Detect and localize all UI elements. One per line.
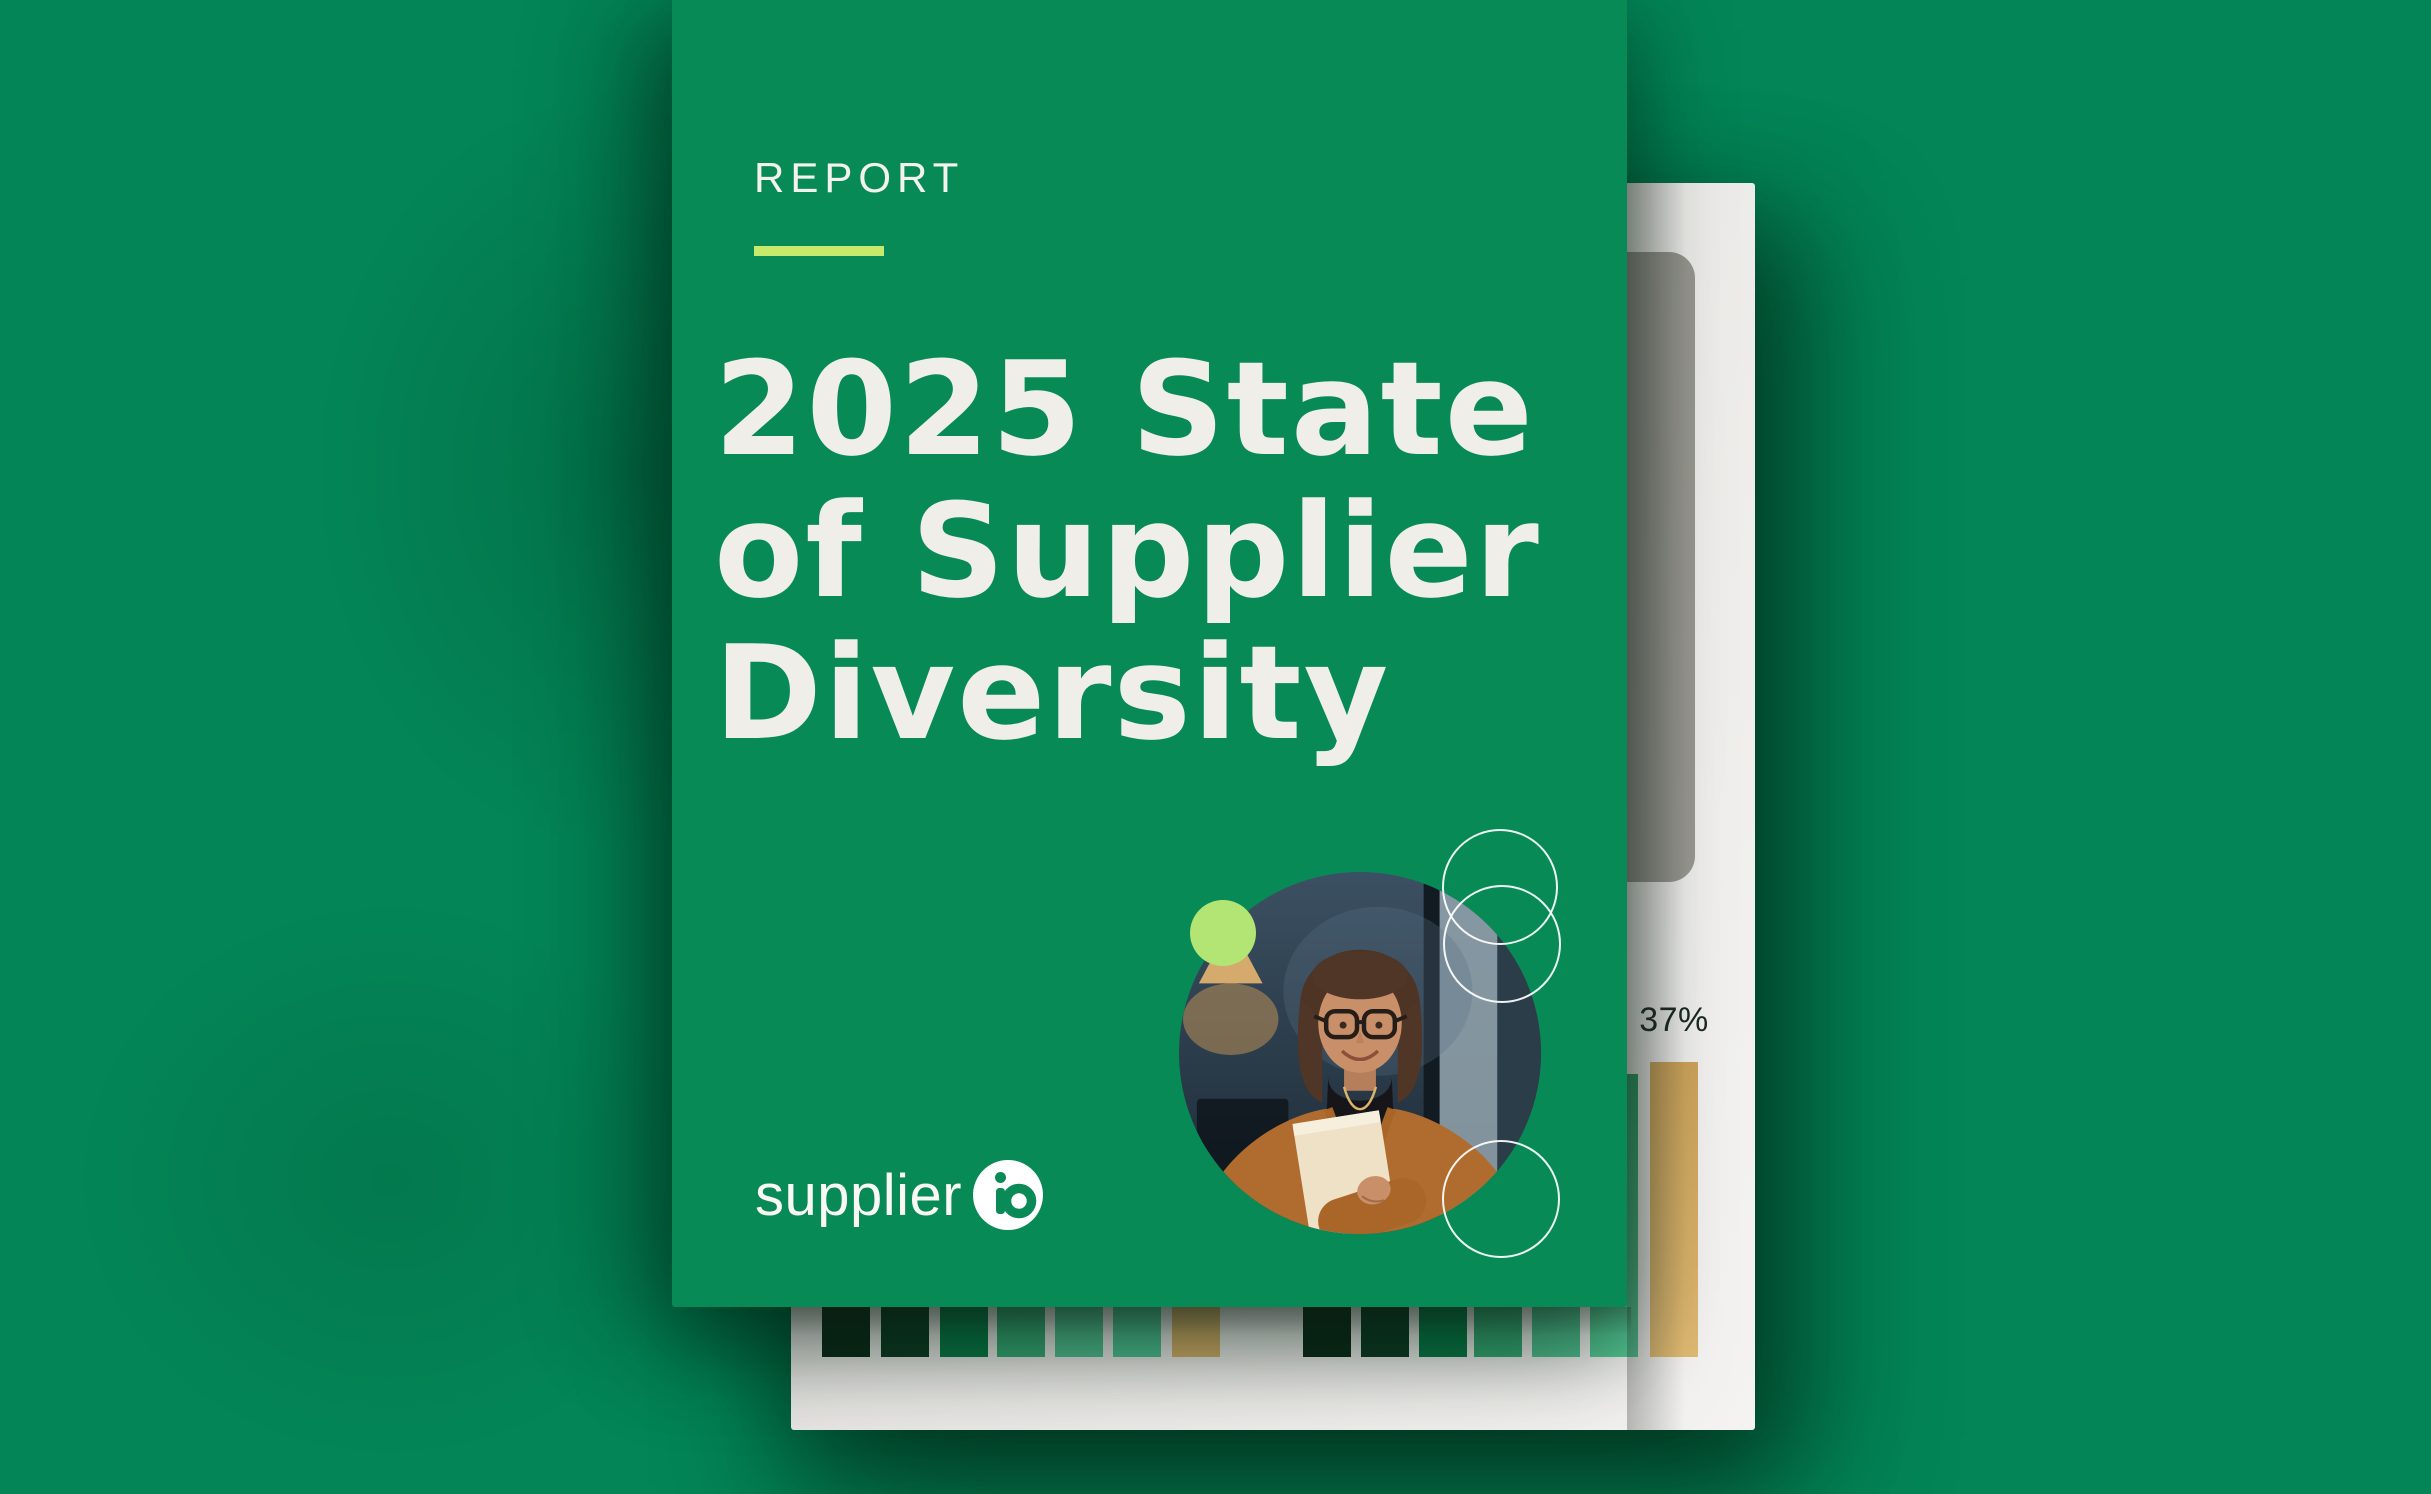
report-cover-card: REPORT 2025 State of Supplier Diversity (672, 0, 1627, 1307)
report-title-line: of Supplier (714, 475, 1541, 627)
kicker-label: REPORT (754, 154, 965, 201)
logo-io-badge (973, 1160, 1044, 1230)
lime-dot-decoration (1190, 900, 1256, 966)
bar-value-label: 37% (1639, 1001, 1709, 1039)
kicker-underline (754, 246, 884, 256)
report-title-line: 2025 State (714, 333, 1535, 485)
supplier-io-logo: supplier (755, 1158, 1044, 1232)
report-title: 2025 State of Supplier Diversity (714, 338, 1541, 764)
chart-bar (1650, 1062, 1698, 1357)
io-icon (995, 1172, 1037, 1219)
outline-circle-decoration (1443, 885, 1561, 1003)
outline-circle-decoration (1442, 1140, 1560, 1258)
report-title-line: Diversity (714, 617, 1391, 769)
logo-wordmark: supplier (755, 1162, 963, 1228)
